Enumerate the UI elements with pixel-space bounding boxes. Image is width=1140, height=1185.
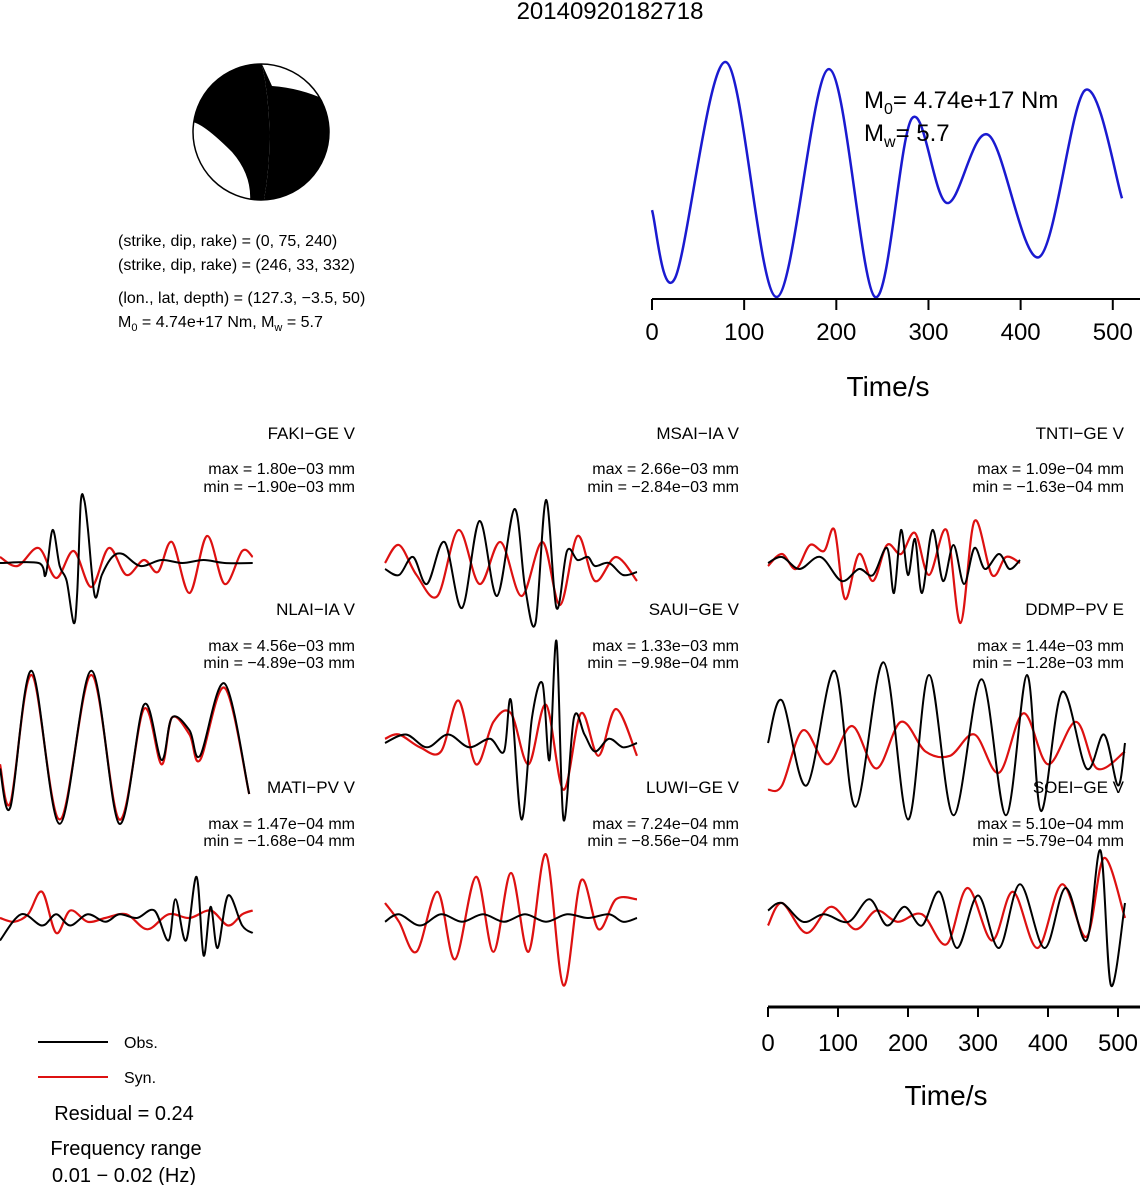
stf-tick-label: 400 bbox=[1001, 319, 1041, 346]
station-name: LUWI−GE V bbox=[646, 778, 740, 797]
station-name: SOEI−GE V bbox=[1033, 778, 1125, 797]
station-name: FAKI−GE V bbox=[268, 424, 356, 443]
station-min: min = −1.90e−03 mm bbox=[203, 479, 355, 496]
station-min: min = −1.28e−03 mm bbox=[972, 655, 1124, 672]
stf-m0-label: M0= 4.74e+17 Nm bbox=[864, 87, 1058, 118]
obs-trace bbox=[767, 661, 1126, 821]
station-min: min = −8.56e−04 mm bbox=[587, 833, 739, 850]
bottom-tick-label: 300 bbox=[958, 1030, 998, 1057]
obs-trace bbox=[0, 875, 254, 957]
frequency-label: Frequency range bbox=[50, 1138, 201, 1160]
station-max: max = 1.09e−04 mm bbox=[977, 461, 1124, 478]
station-max: max = 7.24e−04 mm bbox=[592, 816, 739, 833]
obs-trace bbox=[384, 639, 638, 822]
legend-syn-label: Syn. bbox=[124, 1070, 156, 1087]
beachball-icon bbox=[192, 63, 330, 201]
station-name: TNTI−GE V bbox=[1036, 424, 1125, 443]
station-name: SAUI−GE V bbox=[649, 600, 740, 619]
syn-trace bbox=[384, 528, 638, 607]
obs-trace bbox=[767, 849, 1126, 987]
station-min: min = −4.89e−03 mm bbox=[203, 655, 355, 672]
syn-trace bbox=[0, 534, 254, 595]
obs-trace bbox=[0, 493, 253, 625]
obs-trace bbox=[0, 669, 251, 825]
station-min: min = −9.98e−04 mm bbox=[587, 655, 739, 672]
station-min: min = −1.68e−04 mm bbox=[203, 833, 355, 850]
syn-trace bbox=[767, 856, 1127, 950]
station-max: max = 2.66e−03 mm bbox=[592, 461, 739, 478]
stf-tick-label: 0 bbox=[645, 319, 658, 346]
bottom-tick-label: 100 bbox=[818, 1030, 858, 1057]
station-name: NLAI−IA V bbox=[276, 600, 356, 619]
mechanism-line-4: M0 = 4.74e+17 Nm, Mw = 5.7 bbox=[118, 314, 323, 334]
station-max: max = 1.47e−04 mm bbox=[208, 816, 355, 833]
station-max: max = 1.80e−03 mm bbox=[208, 461, 355, 478]
station-min: min = −1.63e−04 mm bbox=[972, 479, 1124, 496]
mechanism-line-2: (strike, dip, rake) = (246, 33, 332) bbox=[118, 257, 355, 274]
bottom-time-axis: 0 100 200 300 400 500 bbox=[761, 1005, 1140, 1057]
station-min: min = −2.84e−03 mm bbox=[587, 479, 739, 496]
station-max: max = 4.56e−03 mm bbox=[208, 638, 355, 655]
stf-tick-label: 100 bbox=[724, 319, 764, 346]
figure-title: 20140920182718 bbox=[517, 0, 704, 25]
stf-tick-label: 500 bbox=[1093, 319, 1133, 346]
source-time-function-chart: 0 100 200 300 400 500 bbox=[645, 60, 1140, 346]
bottom-tick-label: 200 bbox=[888, 1030, 928, 1057]
stf-mw-label: Mw= 5.7 bbox=[864, 120, 950, 151]
mechanism-line-3: (lon., lat, depth) = (127.3, −3.5, 50) bbox=[118, 290, 365, 307]
stf-tick-label: 300 bbox=[908, 319, 948, 346]
obs-trace bbox=[767, 528, 1021, 595]
stf-tick-label: 200 bbox=[816, 319, 856, 346]
frequency-value: 0.01 − 0.02 (Hz) bbox=[52, 1165, 196, 1185]
bottom-tick-label: 400 bbox=[1028, 1030, 1068, 1057]
station-name: MSAI−IA V bbox=[656, 424, 739, 443]
station-max: max = 5.10e−04 mm bbox=[977, 816, 1124, 833]
bottom-tick-label: 500 bbox=[1098, 1030, 1138, 1057]
stf-line bbox=[650, 60, 1124, 299]
station-max: max = 1.33e−03 mm bbox=[592, 638, 739, 655]
bottom-xlabel: Time/s bbox=[905, 1080, 988, 1111]
residual-text: Residual = 0.24 bbox=[54, 1103, 194, 1125]
station-name: MATI−PV V bbox=[267, 778, 356, 797]
bottom-tick-label: 0 bbox=[761, 1030, 774, 1057]
stf-xlabel: Time/s bbox=[847, 371, 930, 402]
obs-trace bbox=[384, 913, 638, 927]
station-min: min = −5.79e−04 mm bbox=[972, 833, 1124, 850]
syn-trace bbox=[767, 519, 1021, 625]
legend: Obs. Syn. bbox=[38, 1035, 158, 1087]
legend-obs-label: Obs. bbox=[124, 1035, 158, 1052]
obs-trace bbox=[384, 498, 638, 628]
station-name: DDMP−PV E bbox=[1025, 600, 1124, 619]
syn-trace bbox=[384, 853, 638, 987]
mechanism-line-1: (strike, dip, rake) = (0, 75, 240) bbox=[118, 233, 337, 250]
station-max: max = 1.44e−03 mm bbox=[977, 638, 1124, 655]
